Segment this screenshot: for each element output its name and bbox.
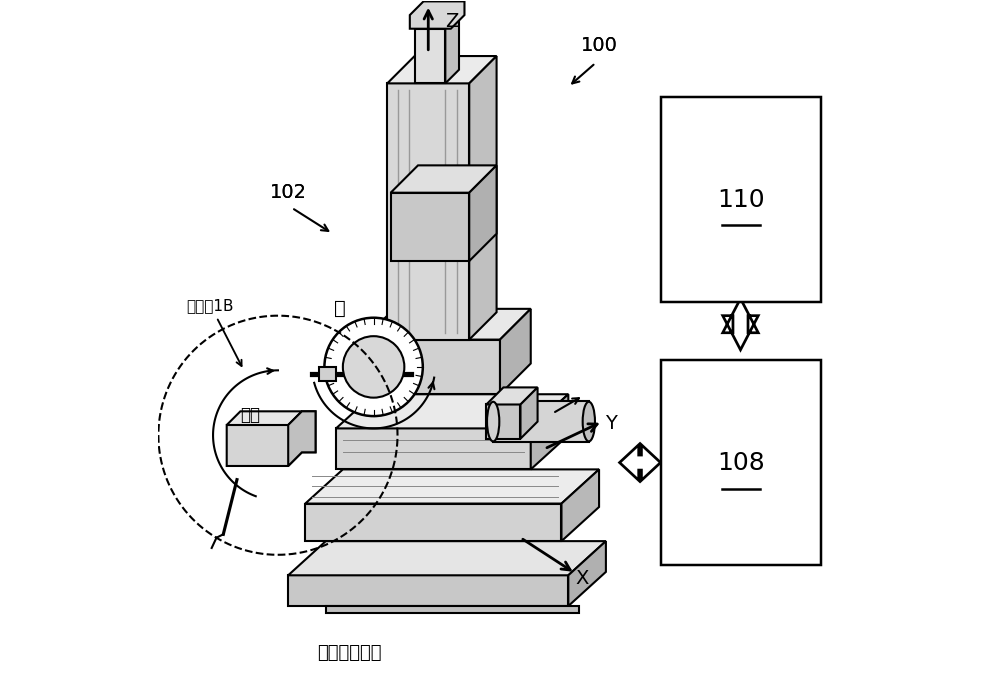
Polygon shape (561, 469, 599, 541)
Polygon shape (305, 469, 599, 504)
Polygon shape (336, 428, 531, 469)
Circle shape (343, 336, 404, 398)
Polygon shape (363, 340, 500, 394)
Polygon shape (445, 15, 459, 84)
Polygon shape (319, 367, 336, 381)
Polygon shape (410, 1, 464, 29)
Polygon shape (387, 84, 469, 340)
Circle shape (324, 318, 423, 416)
Text: Z: Z (445, 12, 459, 32)
Text: 108: 108 (717, 451, 765, 475)
Text: 110: 110 (717, 187, 765, 211)
Polygon shape (288, 576, 568, 606)
Polygon shape (568, 541, 606, 606)
Polygon shape (387, 56, 497, 84)
Polygon shape (531, 394, 568, 469)
Polygon shape (391, 165, 497, 193)
Polygon shape (415, 15, 459, 29)
Ellipse shape (487, 402, 499, 441)
Polygon shape (493, 401, 589, 442)
FancyBboxPatch shape (661, 97, 821, 302)
Polygon shape (227, 412, 302, 425)
Polygon shape (723, 298, 758, 350)
Text: Y: Y (605, 414, 617, 433)
Text: 102: 102 (270, 183, 307, 202)
Text: 被动工具旋转: 被动工具旋转 (317, 644, 382, 662)
Polygon shape (469, 165, 497, 261)
Polygon shape (415, 29, 445, 84)
Polygon shape (288, 541, 606, 576)
Ellipse shape (583, 402, 595, 441)
FancyBboxPatch shape (661, 360, 821, 565)
Text: 参见图1B: 参见图1B (186, 298, 233, 313)
Text: 滚: 滚 (334, 299, 345, 318)
Text: 倾斜: 倾斜 (241, 405, 261, 424)
Polygon shape (469, 56, 497, 340)
Polygon shape (336, 394, 568, 428)
Text: X: X (575, 569, 589, 587)
Text: 100: 100 (581, 36, 618, 56)
Polygon shape (363, 309, 531, 340)
Text: 102: 102 (270, 183, 307, 202)
Polygon shape (227, 412, 316, 466)
Polygon shape (326, 606, 579, 613)
Polygon shape (486, 388, 538, 405)
Polygon shape (486, 405, 520, 438)
Text: 100: 100 (581, 36, 618, 56)
Polygon shape (288, 412, 316, 466)
Polygon shape (520, 388, 538, 438)
Polygon shape (305, 504, 561, 541)
Polygon shape (391, 193, 469, 261)
Polygon shape (620, 445, 661, 480)
Polygon shape (500, 309, 531, 394)
